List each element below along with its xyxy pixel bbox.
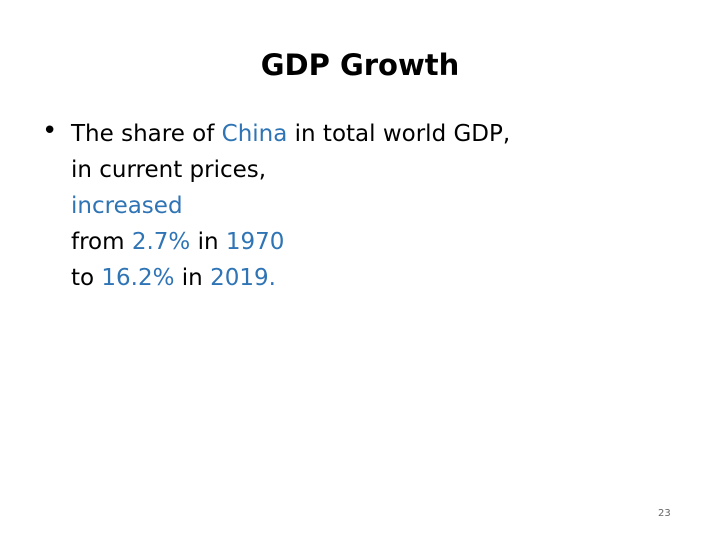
text-segment: 2.7% [131, 229, 191, 255]
bullet-marker: • [42, 116, 58, 146]
text-segment: from [71, 229, 132, 255]
text-segment: China [221, 121, 288, 147]
text-segment: in [190, 229, 226, 255]
page-number: 23 [658, 508, 671, 519]
slide-title: GDP Growth [260, 48, 460, 82]
bullet-line: increased [71, 188, 510, 224]
text-segment: The share of [71, 121, 222, 147]
text-segment: in current prices, [71, 157, 267, 183]
bullet-line: in current prices, [71, 152, 510, 188]
bullet-text: The share of China in total world GDP, in… [71, 116, 510, 296]
text-segment: 1970 [225, 229, 285, 255]
bullet-line: The share of China in total world GDP, [71, 116, 510, 152]
bullet-line: to 16.2% in 2019. [71, 260, 510, 296]
text-segment: 16.2% [101, 265, 175, 291]
bullet-line: from 2.7% in 1970 [71, 224, 510, 260]
text-segment: 2019. [210, 265, 276, 291]
text-segment: increased [71, 193, 183, 219]
text-segment: to [71, 265, 102, 291]
text-segment: in total world GDP, [287, 121, 511, 147]
text-segment: in [174, 265, 211, 291]
